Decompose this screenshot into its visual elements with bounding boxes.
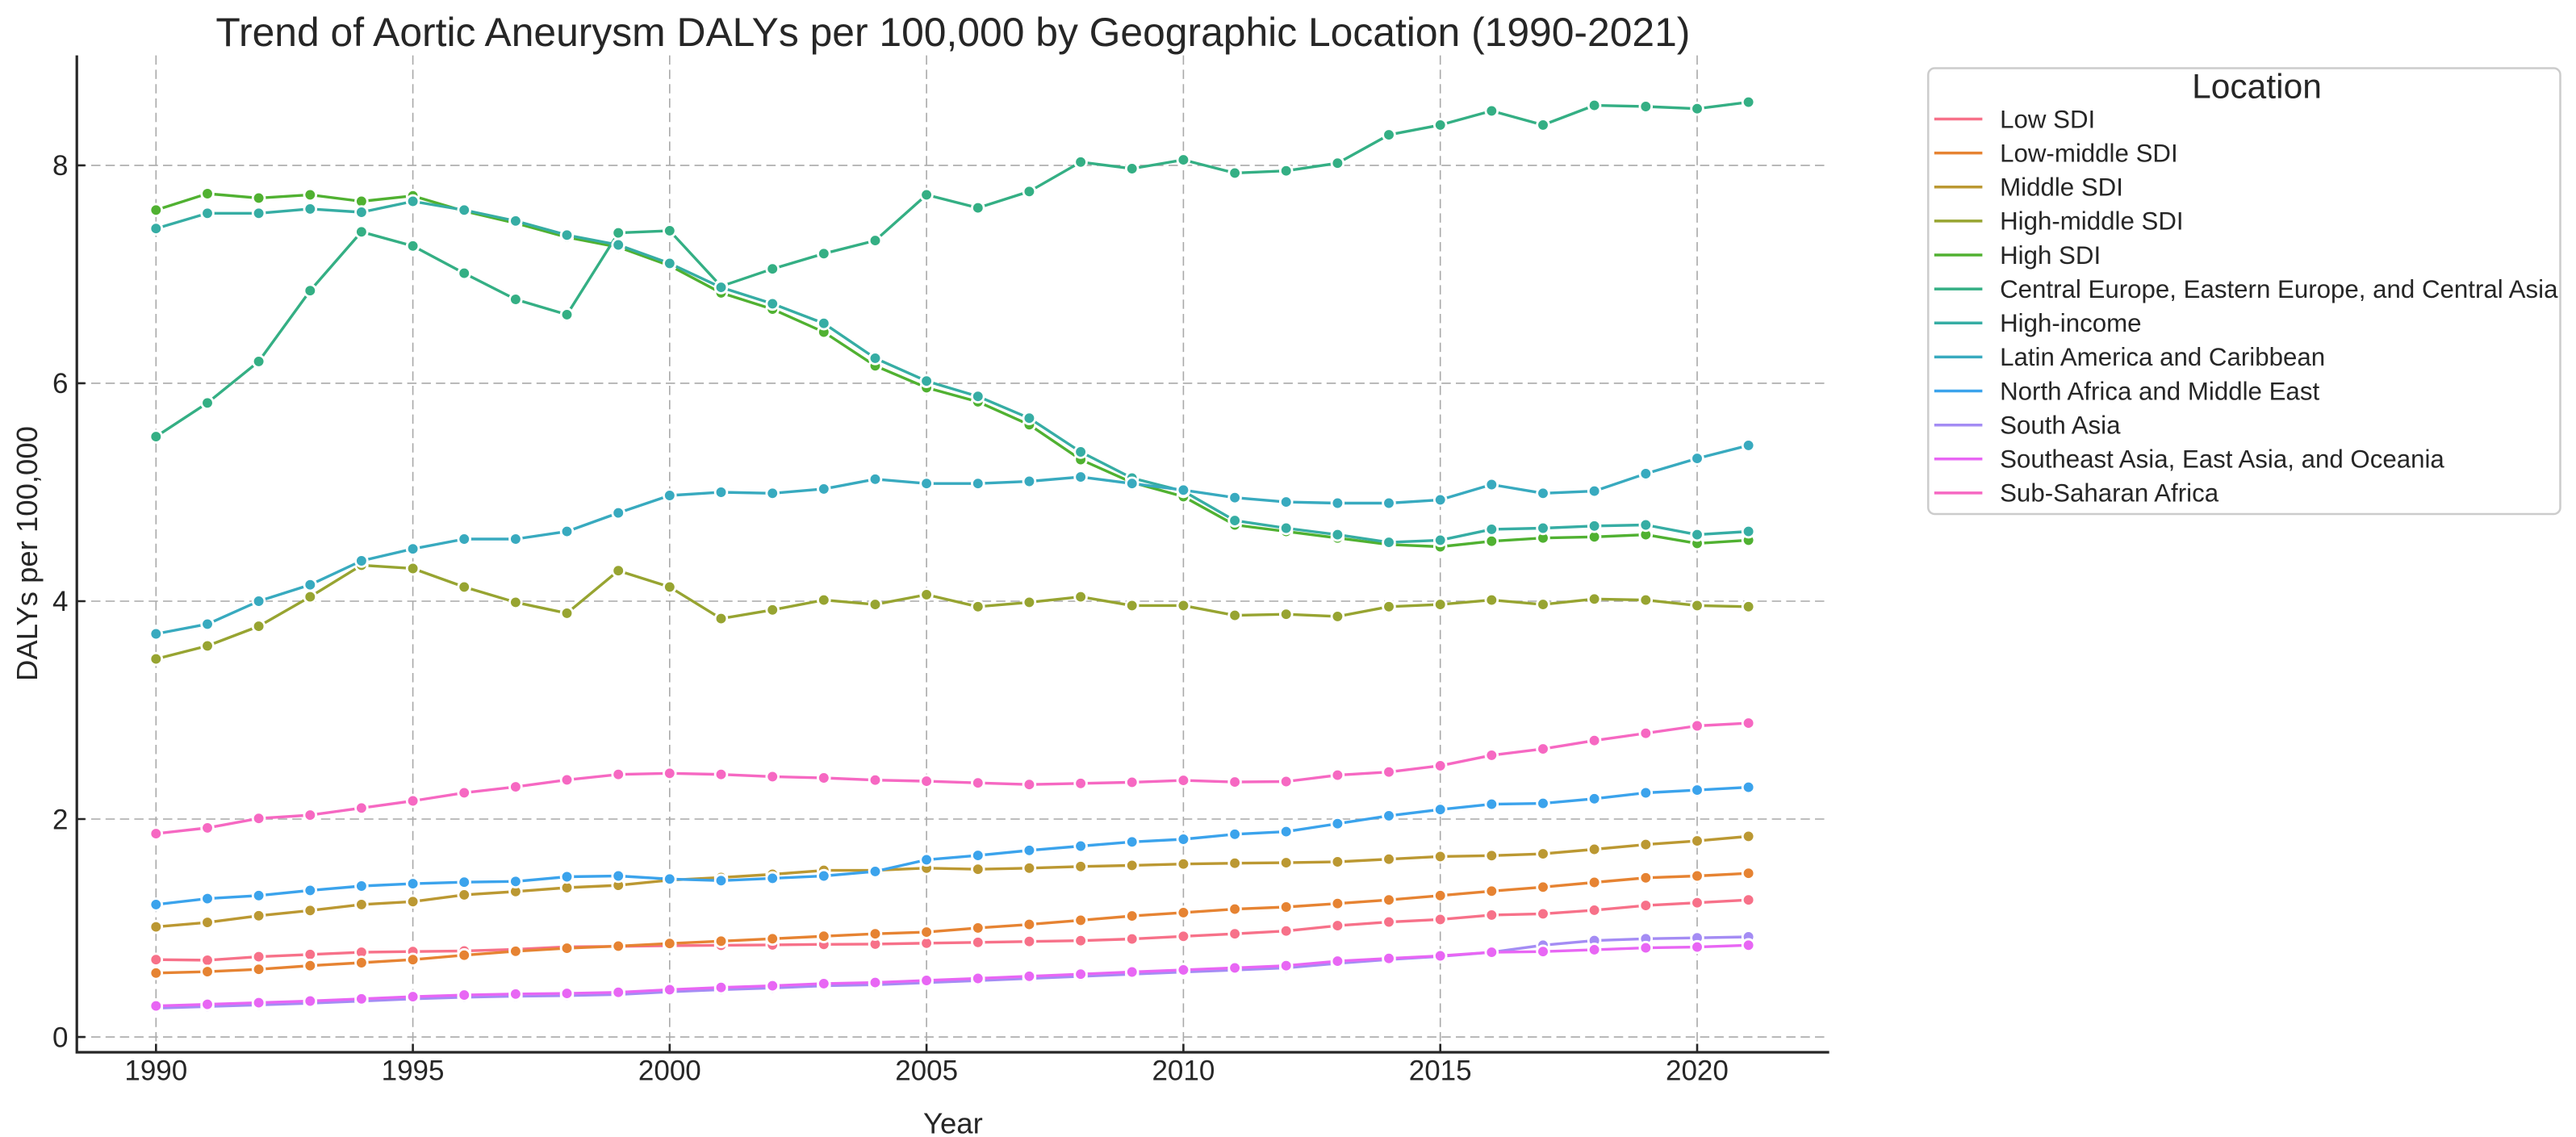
svg-text:Trend of Aortic Aneurysm DALYs: Trend of Aortic Aneurysm DALYs per 100,0… (215, 10, 1690, 55)
svg-text:High-income: High-income (2000, 309, 2141, 337)
svg-text:Middle SDI: Middle SDI (2000, 173, 2123, 202)
svg-text:0: 0 (52, 1022, 68, 1053)
svg-text:Location: Location (2192, 69, 2322, 107)
svg-text:High SDI: High SDI (2000, 241, 2101, 270)
svg-text:2010: 2010 (1152, 1055, 1215, 1087)
svg-text:1995: 1995 (382, 1055, 445, 1087)
svg-text:1990: 1990 (124, 1055, 187, 1087)
svg-text:Southeast Asia, East Asia, and: Southeast Asia, East Asia, and Oceania (2000, 445, 2444, 474)
svg-text:Low-middle SDI: Low-middle SDI (2000, 139, 2178, 167)
svg-text:South Asia: South Asia (2000, 411, 2121, 439)
svg-text:DALYs per 100,000: DALYs per 100,000 (10, 426, 44, 681)
svg-text:2015: 2015 (1409, 1055, 1472, 1087)
svg-text:Sub-Saharan Africa: Sub-Saharan Africa (2000, 479, 2219, 508)
svg-text:Year: Year (923, 1107, 983, 1137)
svg-text:2: 2 (52, 804, 68, 835)
svg-text:2000: 2000 (638, 1055, 701, 1087)
svg-text:4: 4 (52, 586, 68, 617)
svg-text:Central Europe, Eastern Europe: Central Europe, Eastern Europe, and Cent… (2000, 275, 2558, 303)
svg-text:8: 8 (52, 150, 68, 182)
svg-text:6: 6 (52, 368, 68, 399)
svg-text:North Africa and Middle East: North Africa and Middle East (2000, 377, 2319, 405)
svg-text:High-middle SDI: High-middle SDI (2000, 207, 2184, 236)
svg-text:2020: 2020 (1666, 1055, 1729, 1087)
svg-text:Low SDI: Low SDI (2000, 105, 2095, 133)
svg-text:Latin America and Caribbean: Latin America and Caribbean (2000, 343, 2325, 371)
svg-text:2005: 2005 (895, 1055, 958, 1087)
